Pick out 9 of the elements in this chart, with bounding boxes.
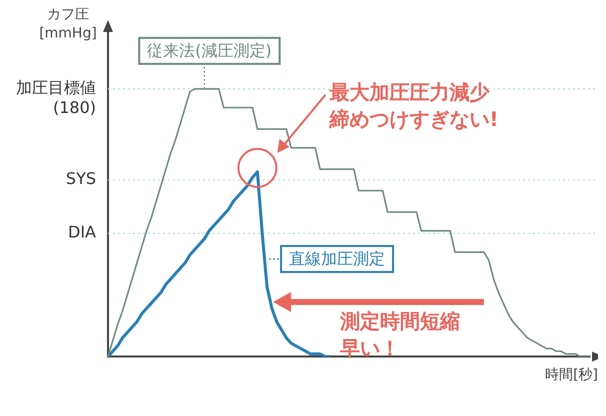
legend-label: 直線加圧測定	[289, 249, 386, 268]
ref-line-label: SYS	[66, 169, 96, 188]
text: 従来法(減圧測定)	[147, 41, 272, 60]
x-axis-title: 時間[秒]	[545, 367, 598, 384]
ref-line-label: DIA	[68, 222, 96, 242]
y-axis-title: カフ圧 [mmHg]	[39, 6, 97, 42]
annotation: 測定時間短縮早い！	[339, 309, 460, 360]
annotation: 最大加圧圧力減少締めつけすぎない!	[328, 80, 499, 132]
ref-line-label: 加圧目標値 (180)	[16, 78, 96, 118]
